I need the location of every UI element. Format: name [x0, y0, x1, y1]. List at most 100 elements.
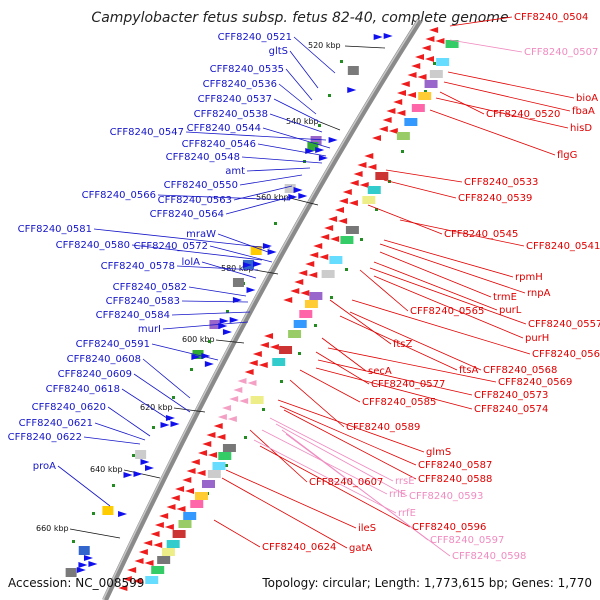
leader-line — [317, 359, 473, 396]
gene-arrow-forward — [222, 329, 232, 335]
cog-band — [347, 66, 359, 75]
gene-arrow-reverse — [421, 45, 431, 51]
gene-arrow-forward — [78, 562, 88, 568]
gene-arrow-forward — [204, 361, 214, 367]
kbp-label-580: 580 kbp — [221, 264, 254, 273]
cog-band — [396, 132, 410, 140]
gene-arrow-forward — [383, 33, 393, 39]
gene-label-forward: CFF8240_0581 — [18, 224, 92, 235]
gene-label-reverse: CFF8240_0557 — [528, 319, 600, 330]
gene-arrow-reverse — [259, 342, 269, 348]
leader-line — [225, 195, 295, 215]
leader-line — [435, 97, 569, 129]
gene-label-reverse: bioA — [576, 93, 598, 104]
gene-label-forward: proA — [33, 461, 56, 472]
leader-line — [321, 337, 367, 372]
gene-label-forward: CFF8240_0591 — [76, 339, 150, 350]
gene-arrow-forward — [160, 422, 170, 428]
cog-band — [172, 530, 186, 538]
leader-line — [299, 369, 361, 403]
leader-line — [257, 143, 327, 157]
gene-arrow-reverse — [227, 416, 237, 422]
kbp-tick-520: 520 kbp — [308, 41, 386, 50]
gene-label-reverse: rrlE — [389, 489, 406, 500]
gene-label-forward: CFF8240_0563 — [158, 195, 232, 206]
forward-gene-labels: CFF8240_0521 gltS CFF8240_0535 CFF8240_0536… — [8, 32, 292, 472]
leader-line — [369, 267, 527, 325]
gene-arrow-reverse — [222, 405, 232, 411]
gene-label-forward: murI — [138, 324, 161, 335]
gene-label-forward: CFF8240_0618 — [46, 384, 120, 395]
gene-label-reverse: secA — [368, 366, 392, 377]
cog-band — [340, 236, 354, 244]
gene-label-reverse: CFF8240_0593 — [409, 491, 483, 502]
leader-line — [151, 343, 219, 361]
gene-arrow-reverse — [233, 387, 243, 393]
reverse-gene-labels: CFF8240_0504 CFF8240_0507 bioA fbaA CFF8240_… — [262, 12, 600, 562]
gene-label-forward: CFF8240_0546 — [182, 139, 256, 150]
gene-arrow-forward — [76, 567, 86, 573]
gene-arrow-reverse — [429, 27, 439, 33]
cog-band — [436, 58, 450, 66]
gene-arrow-reverse — [164, 524, 174, 530]
gene-arrow-reverse — [308, 272, 318, 278]
leader-line — [269, 417, 394, 482]
cog-band — [207, 470, 221, 478]
gene-label-reverse: CFF8240_0541 — [526, 241, 600, 252]
left-leader-lines — [57, 36, 336, 507]
gene-arrow-reverse — [357, 162, 367, 168]
gene-arrow-reverse — [170, 495, 180, 501]
gene-label-forward: CFF8240_0609 — [58, 369, 132, 380]
kbp-tick-600: 600 kbp — [182, 335, 245, 344]
gene-arrow-reverse — [364, 153, 374, 159]
gene-label-reverse: CFF8240_0545 — [444, 229, 518, 240]
cog-band — [307, 142, 319, 151]
gene-arrow-reverse — [425, 36, 435, 42]
kbp-label-660: 660 kbp — [36, 524, 69, 533]
gene-arrow-reverse — [118, 585, 128, 591]
leader-line — [181, 300, 249, 303]
cog-band — [299, 310, 313, 318]
gene-arrow-reverse — [217, 414, 227, 420]
gene-label-forward: CFF8240_0547 — [110, 127, 184, 138]
leader-line — [133, 373, 191, 413]
gene-arrow-reverse — [294, 279, 304, 285]
gene-arrow-reverse — [122, 576, 132, 582]
gene-arrow-reverse — [239, 398, 249, 404]
cog-band — [279, 346, 293, 354]
gene-arrow-forward — [318, 155, 328, 161]
leader-line — [239, 174, 303, 186]
leader-line — [269, 113, 323, 133]
gene-label-reverse: purH — [525, 333, 549, 344]
gene-arrow-reverse — [208, 452, 218, 458]
accession-text: Accession: NC_008599 — [8, 576, 145, 590]
leader-line — [277, 399, 425, 453]
cog-band — [429, 70, 443, 78]
gene-arrow-reverse — [216, 434, 226, 440]
gene-arrow-reverse — [393, 99, 403, 105]
gene-arrow-reverse — [132, 578, 142, 584]
gene-label-reverse: CFF8240_0587 — [418, 460, 492, 471]
leader-line — [293, 36, 336, 74]
gene-arrow-forward — [298, 193, 308, 199]
gene-arrow-reverse — [353, 171, 363, 177]
gene-label-reverse: CFF8240_0565 — [410, 306, 484, 317]
leader-line — [351, 299, 531, 355]
gene-arrow-reverse — [269, 344, 279, 350]
gene-arrow-reverse — [283, 297, 293, 303]
leader-line — [131, 244, 263, 261]
kbp-tick-540: 540 kbp — [286, 117, 341, 131]
gene-arrow-reverse — [359, 182, 369, 188]
gene-arrow-forward — [347, 87, 357, 93]
gene-arrow-reverse — [176, 506, 186, 512]
gene-arrow-reverse — [190, 459, 200, 465]
cog-band — [151, 566, 165, 574]
gene-arrow-reverse — [367, 164, 377, 170]
genome-backbone — [102, 18, 423, 600]
leader-line — [94, 422, 146, 441]
cog-band — [135, 450, 147, 459]
gene-arrow-reverse — [382, 117, 392, 123]
leader-line — [162, 321, 249, 330]
gene-label-reverse: ftsZ — [393, 339, 412, 350]
